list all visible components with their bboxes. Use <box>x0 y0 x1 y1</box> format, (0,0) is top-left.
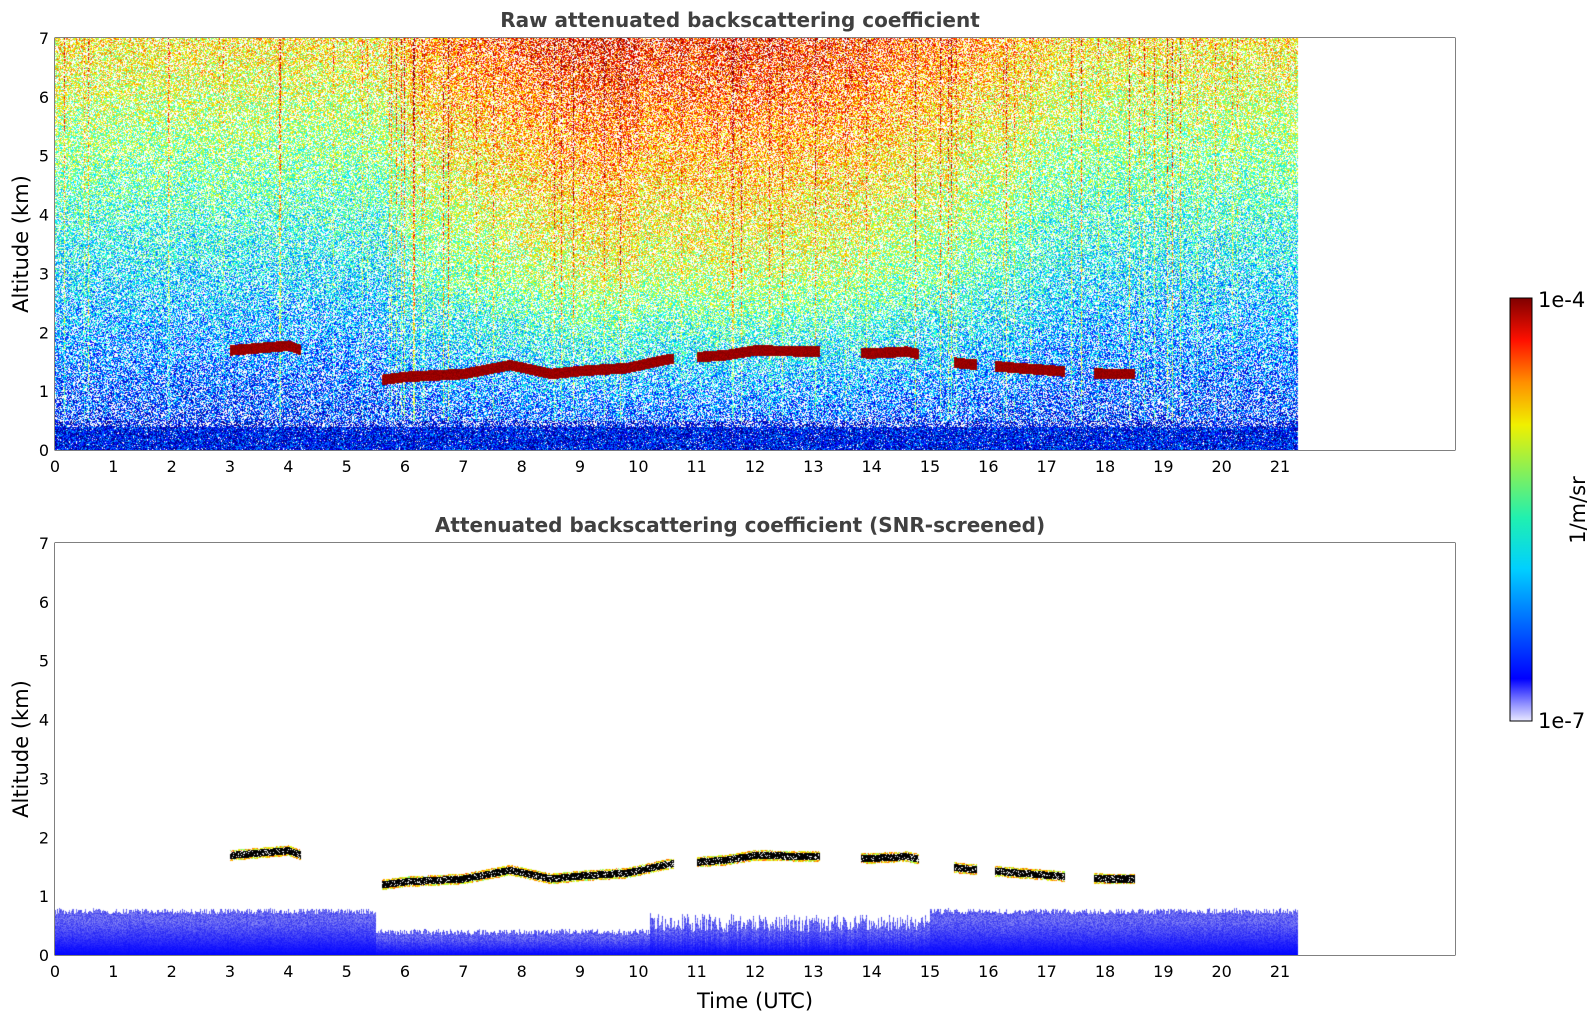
panel-snr-xtick-label: 0 <box>50 962 60 981</box>
panel-raw-xtick-label: 19 <box>1153 457 1173 476</box>
panel-snr-ytick-label: 6 <box>39 593 49 612</box>
panel-raw-xtick-label: 2 <box>167 457 177 476</box>
colorbar-unit-label: 1/m/sr <box>1566 476 1590 544</box>
colorbar-ramp <box>1509 297 1533 722</box>
panel-snr-ytick-label: 4 <box>39 711 49 730</box>
panel-snr-xtick-label: 18 <box>1095 962 1115 981</box>
panel-raw-xtick-label: 15 <box>920 457 940 476</box>
panel-snr-xtick-label: 21 <box>1270 962 1290 981</box>
panel-snr-frame <box>54 542 1456 956</box>
panel-snr-xlabel: Time (UTC) <box>696 989 813 1013</box>
panel-snr-ytick-label: 7 <box>39 534 49 553</box>
colorbar-max-label: 1e-4 <box>1538 288 1585 312</box>
panel-snr-xtick-label: 3 <box>225 962 235 981</box>
panel-snr-xtick-label: 1 <box>108 962 118 981</box>
panel-raw-xtick-label: 16 <box>978 457 998 476</box>
panel-raw-xtick-label: 1 <box>108 457 118 476</box>
panel-raw-xtick-label: 8 <box>517 457 527 476</box>
panel-snr-ytick-label: 5 <box>39 652 49 671</box>
panel-raw-ytick-label: 7 <box>39 29 49 48</box>
panel-raw: Raw attenuated backscattering coefficien… <box>9 8 1456 476</box>
panel-raw-ytick-label: 4 <box>39 206 49 225</box>
panel-raw-ytick-label: 6 <box>39 88 49 107</box>
panel-raw-ytick-label: 1 <box>39 382 49 401</box>
panel-snr-xtick-label: 11 <box>686 962 706 981</box>
panel-raw-xtick-label: 13 <box>803 457 823 476</box>
panel-snr-ytick-label: 0 <box>39 946 49 965</box>
panel-snr-xtick-label: 10 <box>628 962 648 981</box>
colorbar-min-label: 1e-7 <box>1538 709 1585 733</box>
panel-snr: Attenuated backscattering coefficient (S… <box>9 513 1456 1013</box>
panel-snr-xtick-label: 20 <box>1211 962 1231 981</box>
panel-snr-xtick-label: 15 <box>920 962 940 981</box>
panel-raw-xtick-label: 18 <box>1095 457 1115 476</box>
panel-raw-xtick-label: 21 <box>1270 457 1290 476</box>
panel-snr-xtick-label: 8 <box>517 962 527 981</box>
panel-snr-xtick-label: 13 <box>803 962 823 981</box>
panel-raw-ylabel: Altitude (km) <box>9 175 33 313</box>
panel-raw-ytick-label: 2 <box>39 323 49 342</box>
panel-raw-ticks: 0 1 2 3 4 5 6 7 8 9 10 11 12 13 14 15 16 17 18 19 20 21012345… <box>39 29 1455 476</box>
panel-raw-xtick-label: 20 <box>1211 457 1231 476</box>
panel-raw-xtick-label: 4 <box>283 457 293 476</box>
panel-snr-xtick-label: 14 <box>861 962 881 981</box>
panel-snr-ytick-label: 2 <box>39 828 49 847</box>
panel-raw-xtick-label: 12 <box>745 457 765 476</box>
panel-raw-xtick-label: 0 <box>50 457 60 476</box>
panel-raw-xtick-label: 17 <box>1036 457 1056 476</box>
panel-raw-xtick-label: 5 <box>342 457 352 476</box>
panel-raw-xtick-label: 6 <box>400 457 410 476</box>
panel-raw-xtick-label: 11 <box>686 457 706 476</box>
panel-snr-xtick-label: 12 <box>745 962 765 981</box>
panel-snr-title: Attenuated backscattering coefficient (S… <box>435 513 1045 537</box>
panel-snr-ylabel: Altitude (km) <box>9 680 33 818</box>
panel-snr-xtick-label: 2 <box>167 962 177 981</box>
panel-raw-ytick-label: 5 <box>39 147 49 166</box>
panel-snr-xtick-label: 9 <box>575 962 585 981</box>
panel-snr-xtick-label: 19 <box>1153 962 1173 981</box>
panel-raw-ytick-label: 0 <box>39 441 49 460</box>
panel-raw-xtick-label: 7 <box>458 457 468 476</box>
colorbar: 1e-4 1e-7 1/m/sr <box>1509 288 1590 733</box>
panel-raw-title: Raw attenuated backscattering coefficien… <box>500 8 980 32</box>
panel-snr-xtick-label: 4 <box>283 962 293 981</box>
panel-raw-xtick-label: 9 <box>575 457 585 476</box>
panel-snr-ticks: 0 1 2 3 4 5 6 7 8 9 10 11 12 13 14 15 16 17 18 19 20 21012345… <box>39 534 1455 981</box>
panel-snr-xtick-label: 17 <box>1036 962 1056 981</box>
panel-raw-ytick-label: 3 <box>39 264 49 283</box>
panel-raw-xtick-label: 14 <box>861 457 881 476</box>
panel-snr-xtick-label: 6 <box>400 962 410 981</box>
panel-snr-xtick-label: 16 <box>978 962 998 981</box>
panel-raw-xtick-label: 10 <box>628 457 648 476</box>
panel-raw-frame <box>54 37 1456 451</box>
panel-snr-ytick-label: 3 <box>39 769 49 788</box>
panel-raw-xtick-label: 3 <box>225 457 235 476</box>
panel-snr-ytick-label: 1 <box>39 887 49 906</box>
panel-snr-xtick-label: 7 <box>458 962 468 981</box>
panel-snr-xtick-label: 5 <box>342 962 352 981</box>
